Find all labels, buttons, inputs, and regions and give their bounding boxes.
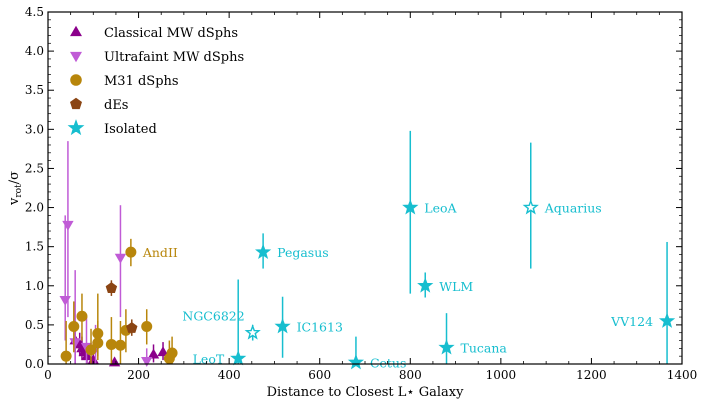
y-tick-label: 1.5 [25, 240, 44, 254]
x-tick-label: 1400 [667, 368, 698, 382]
data-point-des [105, 282, 118, 293]
y-axis-label-v: v [7, 197, 22, 206]
point-label: WLM [439, 279, 473, 294]
series-m31 [60, 238, 178, 365]
data-point-isolated [402, 199, 419, 215]
y-tick-label: 1.0 [25, 279, 44, 293]
series-des [105, 280, 138, 336]
y-tick-label: 0.5 [25, 318, 44, 332]
data-point-ultrafaint [59, 295, 71, 306]
point-label: IC1613 [297, 319, 343, 334]
data-point-isolated [274, 317, 291, 334]
data-point-m31 [92, 337, 104, 349]
y-tick-label: 3.0 [25, 122, 44, 136]
y-axis-label: vrot/σ [7, 171, 24, 206]
x-tick-label: 200 [127, 368, 150, 382]
data-point-m31 [114, 339, 126, 351]
data-point-ultrafaint [141, 356, 153, 367]
x-tick-label: 800 [399, 368, 422, 382]
legend-marker-des [70, 97, 82, 110]
data-point-m31 [60, 350, 72, 362]
x-tick-label: 1000 [486, 368, 517, 382]
x-tick-label: 1200 [576, 368, 607, 382]
legend-marker-m31 [70, 74, 82, 86]
point-label: LeoA [424, 201, 457, 216]
data-point-isolated [230, 349, 247, 366]
legend-marker-ultrafaint [70, 51, 82, 63]
y-tick-label: 0.0 [25, 357, 44, 371]
y-tick-label: 2.0 [25, 201, 44, 215]
x-tick-label: 600 [308, 368, 331, 382]
series-ultrafaint [59, 141, 153, 367]
point-label: Pegasus [277, 245, 329, 260]
point-label: LeoT [193, 352, 225, 367]
point-label: VV124 [610, 314, 653, 329]
data-point-classical [157, 346, 169, 357]
y-tick-label: 4.0 [25, 44, 44, 58]
point-label: Tucana [461, 341, 508, 356]
data-point-m31 [125, 246, 137, 258]
point-label: Aquarius [544, 201, 602, 216]
svg-text:vrot/σ: vrot/σ [7, 171, 24, 206]
y-axis-label-sigma: /σ [7, 171, 22, 184]
data-point-m31 [141, 320, 153, 332]
data-point-isolated [417, 277, 434, 293]
legend-marker-isolated [67, 119, 85, 136]
data-point-isolated [658, 312, 676, 328]
legend-label: M31 dSphs [104, 74, 179, 89]
axes: 0 200 400 600 800 1000 1200 1400 0.0 0.5 1.0 1.5 2.0… [25, 5, 697, 382]
data-point-des [126, 322, 138, 333]
data-point-isolated [522, 199, 539, 215]
x-axis-label: Distance to Closest L⋆ Galaxy [267, 385, 464, 400]
x-tick-label: 400 [218, 368, 241, 382]
legend-marker-classical [70, 25, 82, 37]
series-isolated: LeoT NGC6822 Pegasus IC1613 Cetus LeoA WLM Tuca… [182, 130, 676, 370]
data-point-ultrafaint [114, 253, 127, 264]
annotation-label: AndII [142, 245, 178, 260]
data-point-m31 [76, 310, 88, 322]
data-point-m31 [166, 347, 178, 359]
data-point-m31 [85, 344, 97, 356]
data-point-m31 [105, 338, 117, 350]
legend-label: Classical MW dSphs [104, 26, 238, 41]
data-point-classical [108, 356, 121, 367]
x-tick-label: 0 [44, 368, 52, 382]
data-point-isolated [255, 243, 272, 260]
data-point-isolated [438, 339, 455, 355]
legend-label: dEs [104, 98, 128, 113]
data-point-ultrafaint [69, 338, 81, 349]
plot-layer: LeoT NGC6822 Pegasus IC1613 Cetus LeoA WLM Tuca… [59, 130, 676, 370]
data-point-isolated [244, 324, 261, 340]
data-point-isolated [347, 353, 365, 370]
y-tick-label: 3.5 [25, 83, 44, 97]
legend-label: Ultrafaint MW dSphs [104, 50, 244, 65]
data-point-classical [147, 348, 160, 359]
point-label: Cetus [370, 355, 406, 370]
legend-label: Isolated [104, 122, 157, 137]
data-point-ultrafaint [62, 220, 74, 231]
y-axis-label-sub: rot [14, 184, 24, 198]
y-tick-label: 2.5 [25, 161, 44, 175]
legend: Classical MW dSphs Ultrafaint MW dSphs M31… [67, 25, 244, 137]
y-tick-label: 4.5 [25, 5, 44, 19]
point-label: NGC6822 [182, 309, 244, 324]
data-point-m31 [68, 320, 80, 332]
